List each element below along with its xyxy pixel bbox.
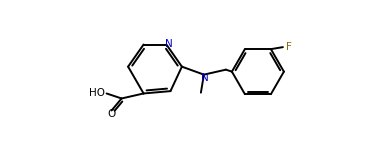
- Text: HO: HO: [88, 88, 105, 98]
- Text: F: F: [286, 42, 292, 52]
- Text: O: O: [107, 110, 116, 120]
- Text: N: N: [201, 73, 209, 83]
- Text: N: N: [165, 39, 172, 49]
